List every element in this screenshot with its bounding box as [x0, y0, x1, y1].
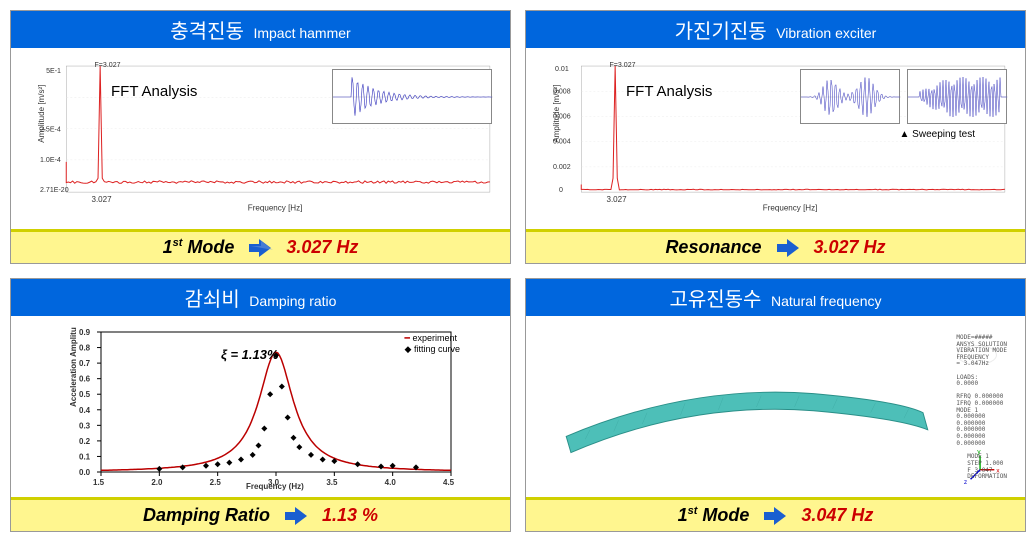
panel-header: 고유진동수 Natural frequency — [526, 279, 1025, 319]
inset-burst — [907, 69, 1007, 124]
info-block-top: MODE=#####ANSYS SOLUTIONVIBRATION MODEFR… — [956, 335, 1007, 447]
svg-text:0.0: 0.0 — [79, 468, 91, 477]
panel-footer: 1st Mode 3.047 Hz — [526, 497, 1025, 531]
panel-damping-ratio: 감쇠비 Damping ratio 1.52.02.53.03.54.04.5 … — [10, 278, 511, 532]
result-value: 1.13 % — [322, 505, 378, 525]
svg-text:2.71E-20: 2.71E-20 — [40, 187, 69, 194]
svg-text:2.0: 2.0 — [151, 478, 163, 487]
arrow-icon — [247, 238, 273, 258]
svg-text:0.7: 0.7 — [79, 359, 91, 368]
panel-impact-hammer: 충격진동 Impact hammer 2.71E-20 1.0E-4 2.5E-… — [10, 10, 511, 264]
svg-text:F=3.027: F=3.027 — [95, 62, 121, 69]
svg-text:0.3: 0.3 — [79, 421, 91, 430]
svg-text:0.002: 0.002 — [553, 164, 571, 171]
result-value: 3.027 Hz — [286, 237, 358, 257]
svg-text:3.027: 3.027 — [91, 195, 112, 204]
svg-text:5E-1: 5E-1 — [46, 68, 61, 75]
svg-text:0.5: 0.5 — [79, 390, 91, 399]
inset-waveform — [332, 69, 492, 124]
xi-label: ξ = 1.13% — [221, 347, 279, 362]
title-en: Impact hammer — [253, 25, 350, 41]
svg-text:0.2: 0.2 — [79, 437, 91, 446]
result-value: 3.027 Hz — [814, 237, 886, 257]
svg-text:Frequency [Hz]: Frequency [Hz] — [248, 203, 303, 212]
result-value: 3.047 Hz — [801, 505, 873, 525]
panel-body: 0 0.002 0.004 0.006 0.008 0.01 3.027 Fre… — [526, 51, 1025, 229]
svg-text:3.027: 3.027 — [606, 195, 627, 204]
panel-footer: Damping Ratio 1.13 % — [11, 497, 510, 531]
panel-footer: Resonance 3.027 Hz — [526, 229, 1025, 263]
inset-sweep — [800, 69, 900, 124]
svg-text:0.1: 0.1 — [79, 452, 91, 461]
svg-text:1.5: 1.5 — [93, 478, 105, 487]
panel-body: 2.71E-20 1.0E-4 2.5E-4 5E-1 3.027 Freque… — [11, 51, 510, 229]
panel-header: 감쇠비 Damping ratio — [11, 279, 510, 319]
svg-text:Amplitude [m/s²]: Amplitude [m/s²] — [552, 85, 561, 143]
panel-vibration-exciter: 가진기진동 Vibration exciter 0 0.002 0.004 0.… — [525, 10, 1026, 264]
panel-body: 1.52.02.53.03.54.04.5 0.00.10.20.30.40.5… — [11, 319, 510, 497]
svg-text:Amplitude [m/s²]: Amplitude [m/s²] — [37, 85, 46, 143]
svg-text:1.0E-4: 1.0E-4 — [40, 157, 61, 164]
svg-text:0: 0 — [559, 187, 563, 194]
sweep-label: ▲ Sweeping test — [900, 129, 976, 140]
panel-header: 가진기진동 Vibration exciter — [526, 11, 1025, 51]
svg-text:Acceleration Amplitude: Acceleration Amplitude — [69, 327, 78, 407]
fft-label: FFT Analysis — [626, 83, 712, 100]
arrow-icon — [283, 506, 309, 526]
panel-body: x y z MODE=#####ANSYS SOLUTIONVIBRATION … — [526, 319, 1025, 497]
svg-text:4.5: 4.5 — [443, 478, 455, 487]
svg-text:0.4: 0.4 — [79, 406, 91, 415]
svg-text:0.6: 0.6 — [79, 375, 91, 384]
svg-text:Frequency (Hz): Frequency (Hz) — [246, 482, 304, 491]
svg-text:3.5: 3.5 — [326, 478, 338, 487]
panel-footer: 1st Mode 3.027 Hz — [11, 229, 510, 263]
fft-label: FFT Analysis — [111, 83, 197, 100]
svg-text:2.5: 2.5 — [210, 478, 222, 487]
beam-render: x y z MODE=#####ANSYS SOLUTIONVIBRATION … — [534, 327, 1017, 489]
svg-text:Frequency [Hz]: Frequency [Hz] — [763, 203, 818, 212]
title-kr: 충격진동 — [170, 21, 244, 43]
svg-text:4.0: 4.0 — [385, 478, 397, 487]
svg-text:0.9: 0.9 — [79, 328, 91, 337]
panel-natural-frequency: 고유진동수 Natural frequency x y z — [525, 278, 1026, 532]
info-block-bottom: MODE 1STEP 1.000F 3.047DEFORMATION — [967, 454, 1007, 480]
panel-header: 충격진동 Impact hammer — [11, 11, 510, 51]
svg-text:F=3.027: F=3.027 — [610, 62, 636, 69]
svg-text:0.8: 0.8 — [79, 344, 91, 353]
arrow-icon — [775, 238, 801, 258]
arrow-icon — [762, 506, 788, 526]
svg-text:0.01: 0.01 — [555, 66, 569, 73]
legend: ━ experiment ◆ fitting curve — [405, 333, 460, 355]
